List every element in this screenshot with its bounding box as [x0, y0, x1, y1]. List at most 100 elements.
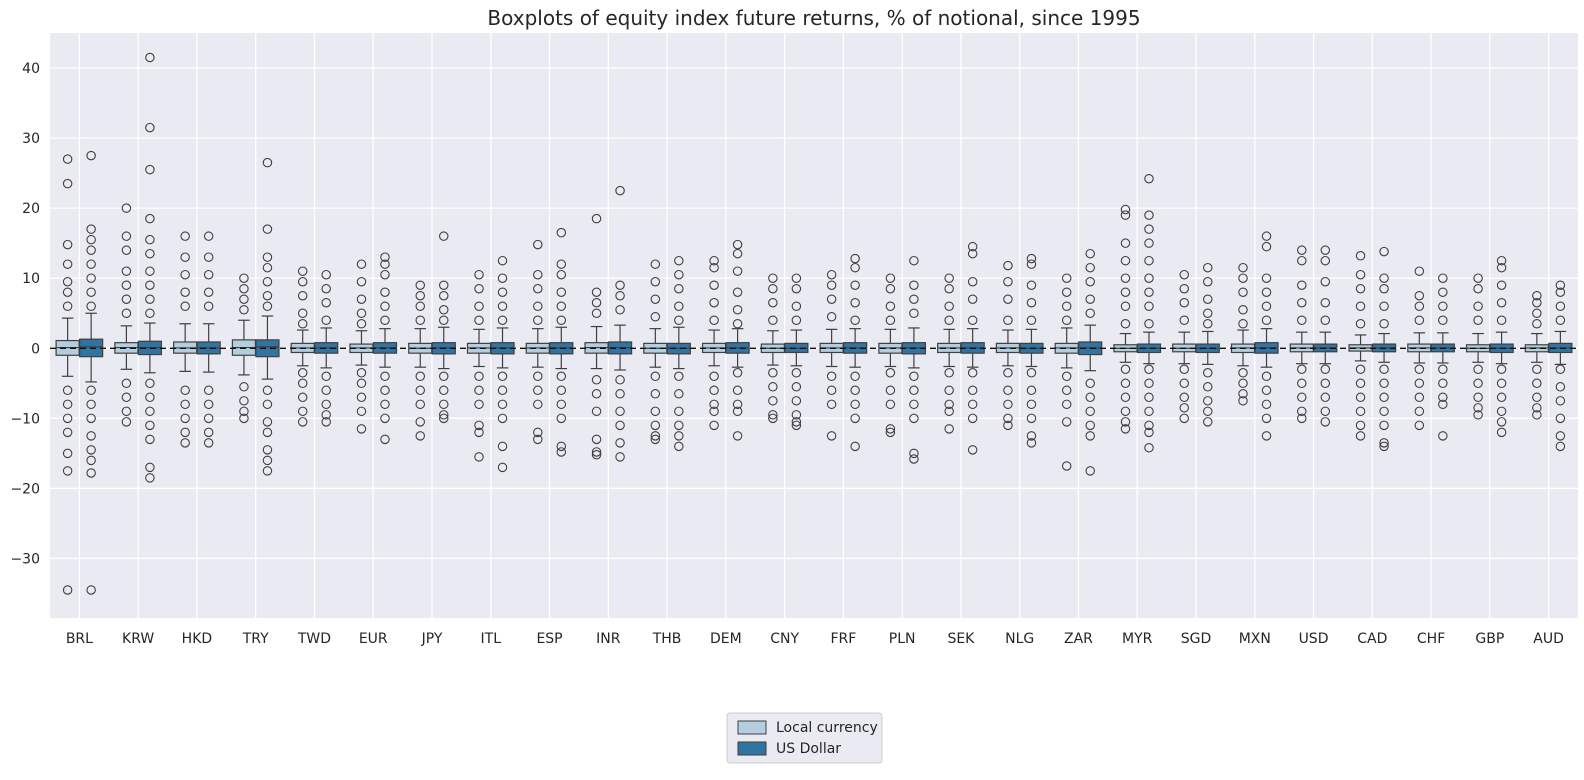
outlier-point: [474, 283, 484, 294]
outlier-point: [1144, 287, 1154, 297]
outlier-point: [674, 406, 684, 417]
outlier-point: [826, 294, 837, 304]
outlier-point: [1085, 378, 1095, 389]
outlier-point: [1496, 392, 1507, 403]
outlier-point: [791, 315, 802, 325]
outlier-point: [297, 266, 308, 276]
outlier-point: [1179, 403, 1189, 413]
outlier-point: [533, 399, 543, 410]
outlier-point: [533, 371, 543, 382]
outlier-point: [62, 276, 73, 287]
outlier-point: [1532, 403, 1542, 413]
outlier-point: [1144, 224, 1154, 234]
outlier-point: [203, 301, 214, 311]
outlier-point: [1085, 248, 1095, 259]
outlier-point: [944, 385, 954, 396]
outlier-point: [262, 276, 273, 287]
outlier-point: [850, 315, 860, 325]
outlier-point: [1379, 273, 1389, 283]
x-tick-label: MXN: [1239, 631, 1271, 647]
outlier-point: [415, 290, 425, 301]
outlier-point: [1261, 385, 1272, 396]
outlier-point: [885, 301, 896, 311]
outlier-point: [474, 385, 484, 396]
outlier-point: [1085, 392, 1095, 403]
outlier-point: [709, 262, 719, 273]
outlier-point: [415, 280, 425, 290]
outlier-point: [1203, 262, 1213, 273]
outlier-point: [474, 315, 484, 325]
outlier-point: [497, 255, 508, 266]
outlier-point: [415, 371, 425, 382]
outlier-point: [1144, 318, 1154, 329]
x-tick-label: DEM: [710, 631, 742, 647]
y-tick-label: 10: [22, 271, 40, 287]
outlier-point: [1414, 420, 1425, 431]
outlier-point: [321, 315, 331, 325]
outlier-point: [474, 371, 484, 382]
grid-layer: [50, 33, 1578, 618]
outlier-point: [180, 301, 190, 311]
outlier-point: [1203, 382, 1213, 392]
outlier-point: [1320, 255, 1331, 266]
outlier-point: [556, 399, 567, 410]
outlier-point: [262, 385, 273, 396]
outlier-point: [1414, 378, 1425, 389]
x-tick-label: GBP: [1475, 631, 1504, 647]
x-tick-label: ESP: [536, 631, 562, 647]
outlier-point: [380, 413, 390, 424]
outlier-point: [86, 224, 96, 234]
outlier-point: [86, 150, 96, 161]
outlier-point: [474, 452, 484, 462]
outlier-point: [497, 371, 508, 382]
outlier-point: [203, 399, 214, 410]
outlier-point: [86, 273, 96, 283]
outlier-point: [533, 239, 543, 250]
outlier-point: [732, 406, 743, 417]
outlier-point: [967, 413, 978, 424]
outlier-point: [1297, 245, 1307, 255]
outlier-point: [826, 371, 837, 382]
outlier-point: [180, 399, 190, 410]
outlier-point: [62, 287, 73, 297]
outlier-point: [533, 269, 543, 280]
outlier-point: [262, 399, 273, 410]
outlier-point: [145, 280, 155, 290]
outlier-point: [121, 231, 132, 241]
outlier-point: [1355, 420, 1366, 431]
outlier-point: [321, 385, 331, 396]
outlier-point: [62, 466, 73, 476]
outlier-point: [768, 283, 778, 294]
x-tick-label: CNY: [770, 631, 799, 647]
outlier-point: [1297, 364, 1307, 375]
outlier-point: [556, 227, 567, 238]
plot-area: [50, 33, 1578, 618]
outlier-point: [826, 431, 837, 441]
outlier-point: [439, 410, 449, 420]
outlier-point: [650, 311, 661, 322]
outlier-point: [439, 371, 449, 382]
outlier-point: [850, 253, 860, 264]
outlier-point: [1120, 210, 1131, 220]
outlier-point: [262, 466, 273, 476]
outlier-point: [1179, 269, 1189, 280]
outlier-point: [145, 294, 155, 304]
outlier-point: [1003, 399, 1013, 410]
outlier-point: [1555, 280, 1566, 290]
outlier-point: [909, 294, 919, 304]
outlier-point: [62, 154, 73, 164]
outlier-point: [591, 287, 602, 297]
outlier-point: [203, 427, 214, 438]
outlier-point: [674, 431, 684, 441]
outlier-point: [1355, 364, 1366, 375]
outlier-point: [297, 290, 308, 301]
outlier-point: [1555, 396, 1566, 406]
outlier-point: [1238, 273, 1248, 283]
outlier-point: [591, 389, 602, 399]
outlier-point: [1320, 276, 1331, 287]
outlier-point: [203, 438, 214, 448]
outlier-point: [1238, 262, 1248, 273]
outlier-point: [239, 273, 249, 283]
outlier-point: [615, 406, 625, 417]
outlier-point: [1144, 378, 1154, 389]
